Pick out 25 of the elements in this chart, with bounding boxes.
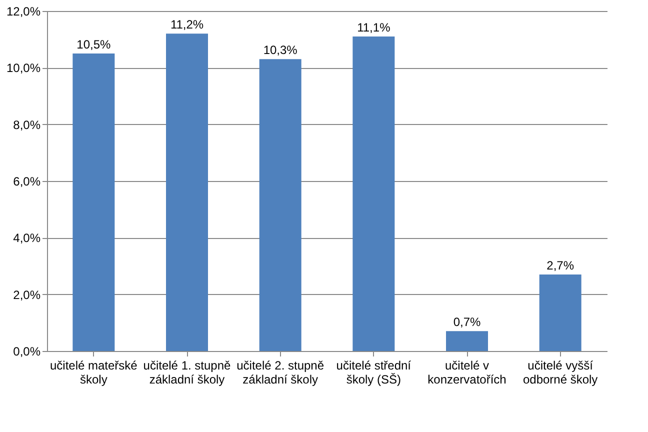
bar bbox=[72, 54, 115, 351]
bar bbox=[352, 36, 395, 351]
data-label: 0,7% bbox=[453, 315, 481, 330]
x-tick-label: učitelé střední školy (SŠ) bbox=[336, 358, 412, 386]
bar bbox=[259, 59, 302, 351]
data-label: 10,3% bbox=[263, 43, 298, 58]
data-label: 10,5% bbox=[76, 38, 112, 52]
bar bbox=[446, 331, 488, 351]
data-label: 11,2% bbox=[170, 18, 204, 32]
y-tick-label: 10,0% bbox=[6, 61, 41, 76]
x-tick-label: učitelé v konzervatořích bbox=[428, 358, 506, 386]
y-tick-label: 2,0% bbox=[13, 288, 41, 302]
y-tick-label: 4,0% bbox=[13, 231, 41, 246]
bar bbox=[166, 34, 208, 351]
y-tick-label: 8,0% bbox=[13, 118, 41, 132]
data-label: 2,7% bbox=[546, 258, 574, 272]
x-tick-label: učitelé 1. stupně základní školy bbox=[143, 358, 232, 386]
y-tick-label: 6,0% bbox=[13, 174, 41, 188]
bar bbox=[539, 274, 582, 351]
y-tick-label: 12,0% bbox=[6, 4, 41, 18]
y-tick-label: 0,0% bbox=[13, 344, 41, 358]
data-label: 11,1% bbox=[357, 20, 391, 34]
x-tick-label: učitelé 2. stupně základní školy bbox=[236, 358, 324, 386]
x-tick-label: učitelé mateřské školy bbox=[50, 358, 138, 386]
x-tick-label: učitelé vyšší odborné školy bbox=[522, 358, 598, 386]
